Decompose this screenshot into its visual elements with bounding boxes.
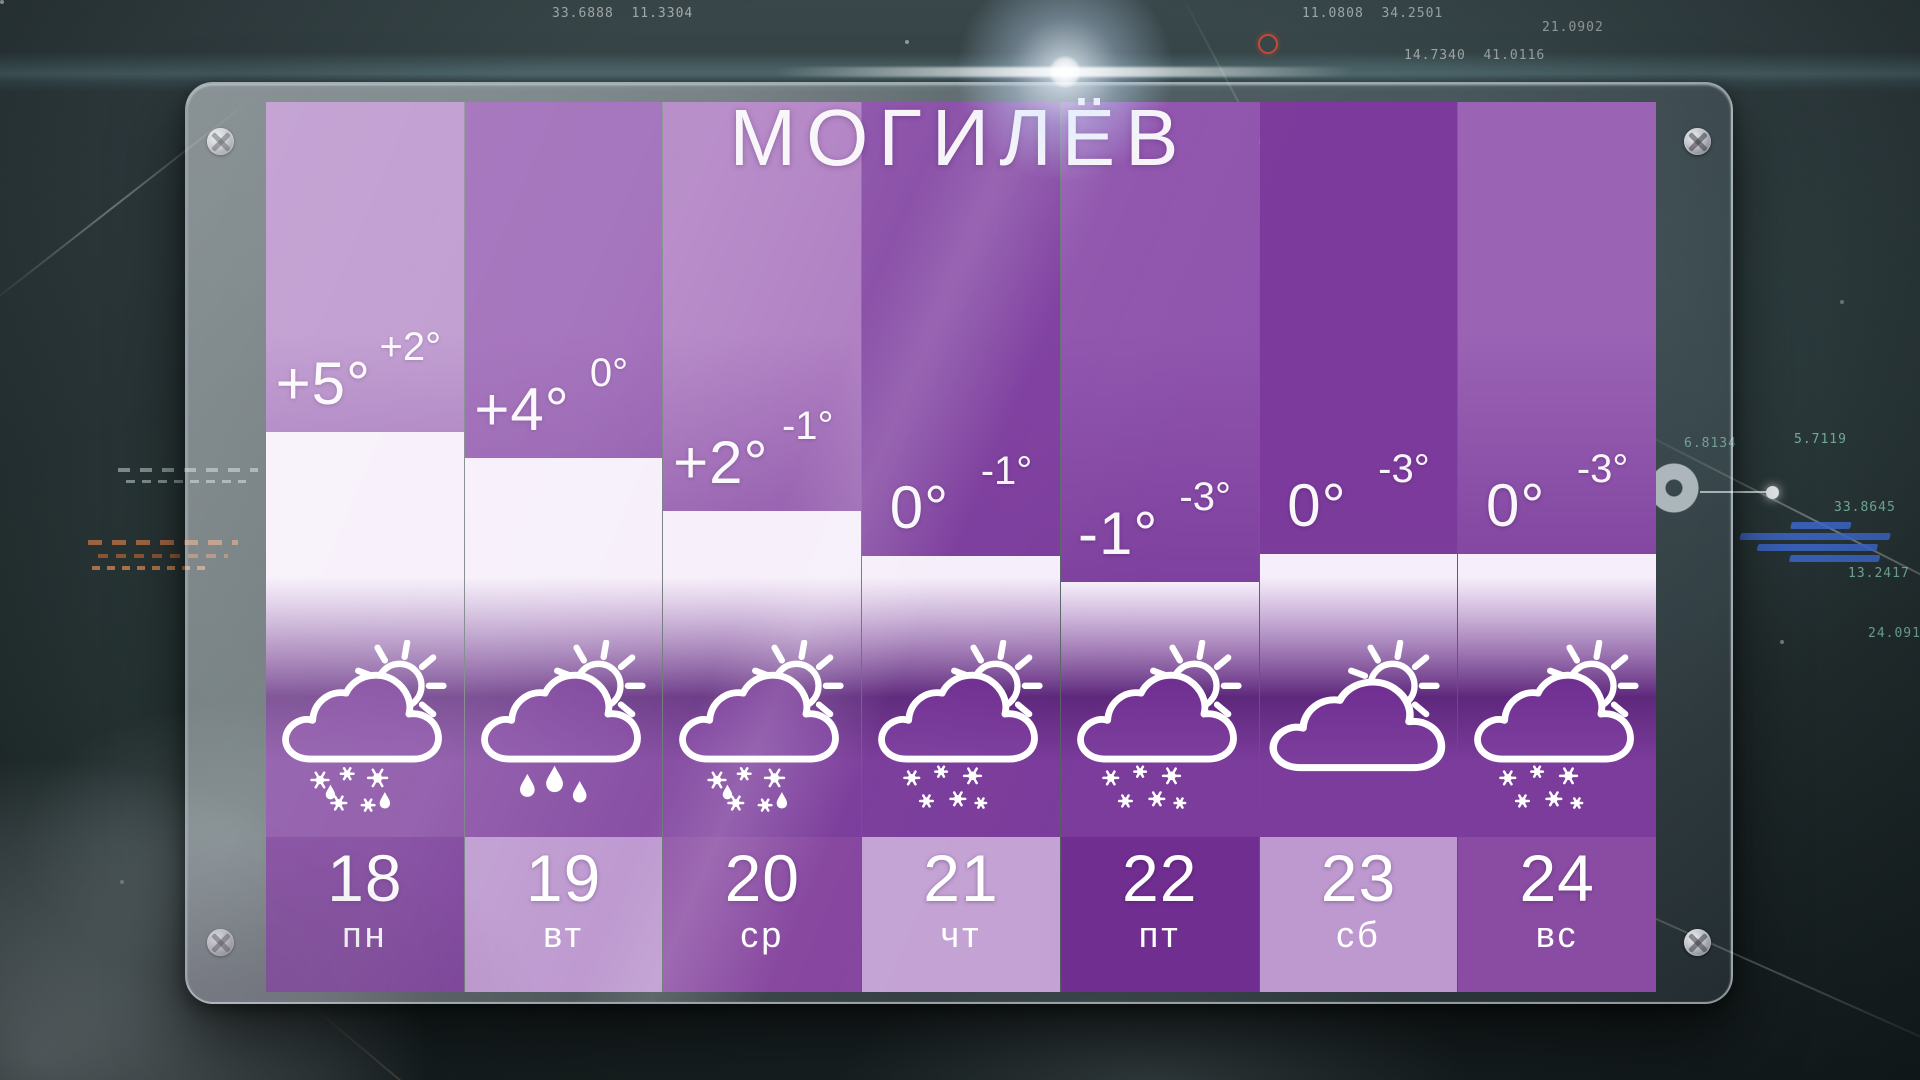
weekday-label: пт xyxy=(1138,914,1181,956)
day-temperature-label: 0° xyxy=(1485,472,1546,539)
date-label: 21 xyxy=(923,841,999,915)
day-temperature-label: 0° xyxy=(1287,472,1347,539)
date-label: 23 xyxy=(1320,841,1397,915)
forecast-day-column: -1° 0° 21 чт xyxy=(861,102,1060,992)
night-temperature-label: -3° xyxy=(1179,475,1231,519)
weekday-label: вс xyxy=(1535,914,1579,956)
weekday-label: чт xyxy=(940,914,982,956)
screw-icon xyxy=(1684,128,1711,155)
weekday-label: сб xyxy=(1336,914,1381,956)
weather-icon xyxy=(872,625,1050,830)
forecast-day-column: +2° +5° 18 пн xyxy=(266,102,464,992)
weather-icon xyxy=(475,625,653,830)
day-temperature-label: 0° xyxy=(889,474,950,541)
weather-icon xyxy=(1269,625,1447,830)
weekday-label: пн xyxy=(342,914,388,956)
forecast-day-column: -3° 0° 24 вс xyxy=(1457,102,1657,992)
temperature-bar xyxy=(464,458,663,837)
date-label: 24 xyxy=(1519,841,1595,915)
column-footer: 20 ср xyxy=(663,837,862,992)
day-temperature-label: +2° xyxy=(673,429,769,496)
screw-icon xyxy=(207,128,234,155)
night-temperature-label: -1° xyxy=(980,449,1033,493)
day-temperature-label: +4° xyxy=(474,376,570,443)
night-temperature-label: -3° xyxy=(1378,447,1430,491)
date-label: 22 xyxy=(1122,841,1198,915)
forecast-day-column: -1° +2° 20 ср xyxy=(662,102,862,992)
date-label: 20 xyxy=(724,841,800,915)
day-temperature-label: +5° xyxy=(275,350,372,417)
column-footer: 19 вт xyxy=(464,837,663,992)
date-label: 18 xyxy=(327,841,403,915)
night-temperature-label: +2° xyxy=(379,325,442,369)
weather-icon xyxy=(673,625,851,830)
weekday-label: ср xyxy=(740,914,785,956)
forecast-columns: +2° +5° 18 пн 0° +4° 19 вт -1° +2° xyxy=(266,102,1657,992)
weekday-label: вт xyxy=(543,914,584,956)
weather-icon xyxy=(1071,625,1249,830)
weather-icon xyxy=(276,625,454,830)
screw-icon xyxy=(207,929,234,956)
night-temperature-label: -1° xyxy=(781,404,834,448)
forecast-glass-panel: +2° +5° 18 пн 0° +4° 19 вт -1° +2° xyxy=(185,82,1733,1004)
column-footer: 22 пт xyxy=(1060,837,1259,992)
column-footer: 21 чт xyxy=(862,837,1060,992)
column-footer: 24 вс xyxy=(1458,837,1657,992)
date-label: 19 xyxy=(525,841,602,915)
weather-icon xyxy=(1468,625,1646,830)
column-footer: 23 сб xyxy=(1259,837,1458,992)
night-temperature-label: -3° xyxy=(1576,447,1629,491)
city-title: МОГИЛЁВ xyxy=(729,93,1189,182)
forecast-day-column: 0° +4° 19 вт xyxy=(463,102,663,992)
column-footer: 18 пн xyxy=(266,837,464,992)
night-temperature-label: 0° xyxy=(589,351,629,395)
forecast-day-column: -3° -1° 22 пт xyxy=(1059,102,1259,992)
screw-icon xyxy=(1684,929,1711,956)
day-temperature-label: -1° xyxy=(1078,500,1159,567)
temperature-bar xyxy=(266,432,464,837)
forecast-day-column: -3° 0° 23 сб xyxy=(1258,102,1458,992)
